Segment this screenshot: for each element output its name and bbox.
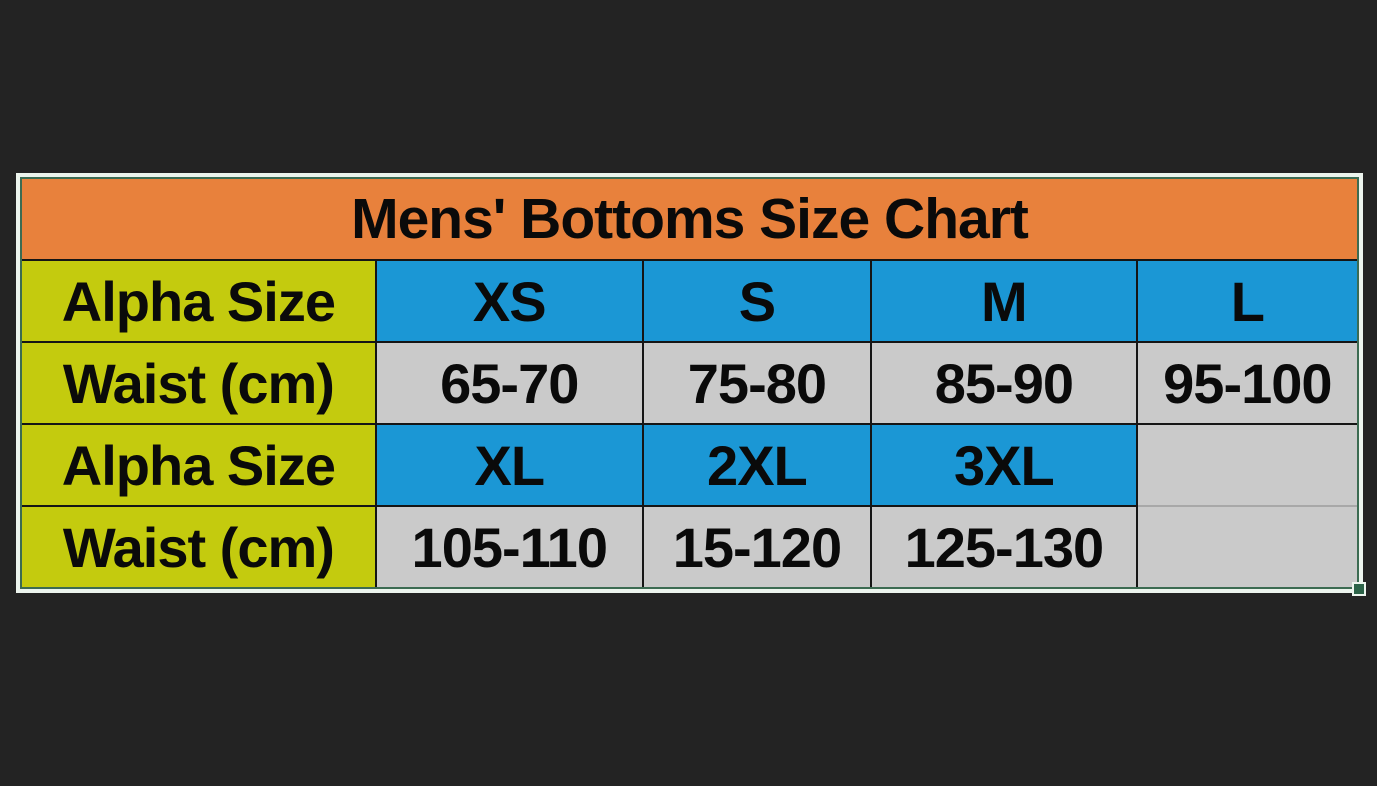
waist-cell-3xl[interactable]: 125-130 bbox=[870, 505, 1138, 587]
row-label-cell[interactable]: Waist (cm) bbox=[22, 505, 377, 587]
size-cell-2xl[interactable]: 2XL bbox=[641, 423, 873, 507]
size-cell-m[interactable]: M bbox=[870, 259, 1138, 343]
empty-cell[interactable] bbox=[1135, 423, 1357, 507]
size-cell-3xl[interactable]: 3XL bbox=[870, 423, 1138, 507]
spreadsheet-selected-range: Mens' Bottoms Size Chart Alpha Size XS S… bbox=[20, 177, 1366, 596]
size-cell-xl[interactable]: XL bbox=[374, 423, 644, 507]
empty-cell[interactable] bbox=[1135, 505, 1357, 587]
table-row-title: Mens' Bottoms Size Chart bbox=[22, 179, 1357, 261]
size-chart-table: Mens' Bottoms Size Chart Alpha Size XS S… bbox=[22, 179, 1357, 587]
waist-cell-xl[interactable]: 105-110 bbox=[374, 505, 644, 587]
waist-cell-2xl[interactable]: 15-120 bbox=[641, 505, 873, 587]
chart-title-cell[interactable]: Mens' Bottoms Size Chart bbox=[22, 179, 1357, 261]
table-row-alpha-2: Alpha Size XL 2XL 3XL bbox=[22, 423, 1357, 507]
size-cell-l[interactable]: L bbox=[1135, 259, 1357, 343]
table-row-alpha-1: Alpha Size XS S M L bbox=[22, 259, 1357, 343]
waist-cell-m[interactable]: 85-90 bbox=[870, 341, 1138, 425]
waist-cell-xs[interactable]: 65-70 bbox=[374, 341, 644, 425]
table-row-waist-1: Waist (cm) 65-70 75-80 85-90 95-100 bbox=[22, 341, 1357, 425]
selection-fill-handle[interactable] bbox=[1352, 582, 1366, 596]
row-label-cell[interactable]: Alpha Size bbox=[22, 259, 377, 343]
waist-cell-s[interactable]: 75-80 bbox=[641, 341, 873, 425]
table-row-waist-2: Waist (cm) 105-110 15-120 125-130 bbox=[22, 505, 1357, 587]
size-cell-s[interactable]: S bbox=[641, 259, 873, 343]
row-label-cell[interactable]: Waist (cm) bbox=[22, 341, 377, 425]
waist-cell-l[interactable]: 95-100 bbox=[1135, 341, 1357, 425]
row-label-cell[interactable]: Alpha Size bbox=[22, 423, 377, 507]
size-cell-xs[interactable]: XS bbox=[374, 259, 644, 343]
